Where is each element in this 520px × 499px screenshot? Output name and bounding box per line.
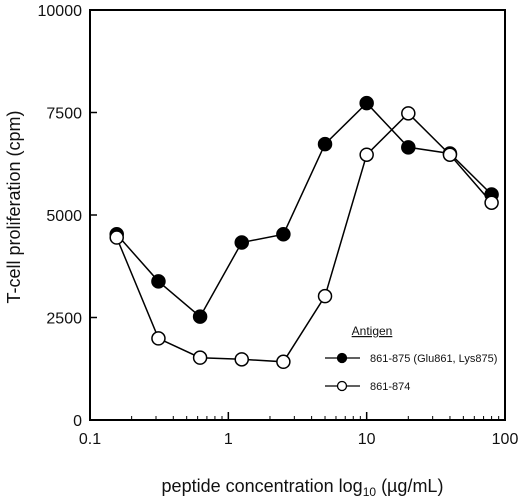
data-point <box>442 147 458 162</box>
legend-label: 861-874 <box>370 381 410 393</box>
x-axis-title-subscript: 10 <box>363 485 377 499</box>
legend: Antigen 861-875 (Glu861, Lys875) 861-874 <box>325 324 497 393</box>
data-point <box>192 350 208 365</box>
series-layer <box>109 95 499 370</box>
series-2 <box>109 106 499 370</box>
x-axis-title: peptide concentration log10 (µg/mL) <box>162 476 444 499</box>
data-point <box>151 331 166 346</box>
data-point <box>359 95 374 111</box>
data-point <box>234 352 249 367</box>
data-point <box>151 274 166 289</box>
series-1 <box>109 95 499 324</box>
x-tick-label: 0.1 <box>79 431 101 448</box>
data-point <box>192 309 208 324</box>
y-tick-label: 10000 <box>38 3 83 20</box>
x-tick-label: 10 <box>358 431 376 448</box>
data-point <box>317 288 333 304</box>
data-point <box>276 354 291 370</box>
legend-title: Antigen <box>352 324 393 338</box>
x-axis-title-main: peptide concentration log <box>162 476 363 496</box>
data-point <box>484 195 499 210</box>
data-point <box>276 227 291 242</box>
data-point <box>234 235 249 250</box>
legend-label: 861-875 (Glu861, Lys875) <box>370 353 497 365</box>
y-tick-label: 5000 <box>46 208 82 225</box>
y-tick-label: 2500 <box>46 311 82 328</box>
data-point <box>401 106 416 121</box>
x-axis-title-unit: (µg/mL) <box>376 476 443 496</box>
x-tick-label: 100 <box>492 431 519 448</box>
data-point <box>317 136 333 152</box>
data-point <box>401 140 416 155</box>
y-axis-title: T-cell proliferation (cpm) <box>4 110 24 303</box>
data-point <box>359 147 374 162</box>
y-tick-label: 7500 <box>46 106 82 123</box>
legend-swatch-marker <box>336 380 348 392</box>
axis-ticks: 0 2500 5000 7500 10000 0.1 1 10 100 <box>38 3 519 448</box>
series-line <box>116 112 493 363</box>
legend-swatch-marker <box>336 352 348 364</box>
series-line <box>116 102 493 318</box>
y-tick-label: 0 <box>73 413 82 430</box>
x-tick-label: 1 <box>224 431 233 448</box>
data-point <box>109 230 124 245</box>
